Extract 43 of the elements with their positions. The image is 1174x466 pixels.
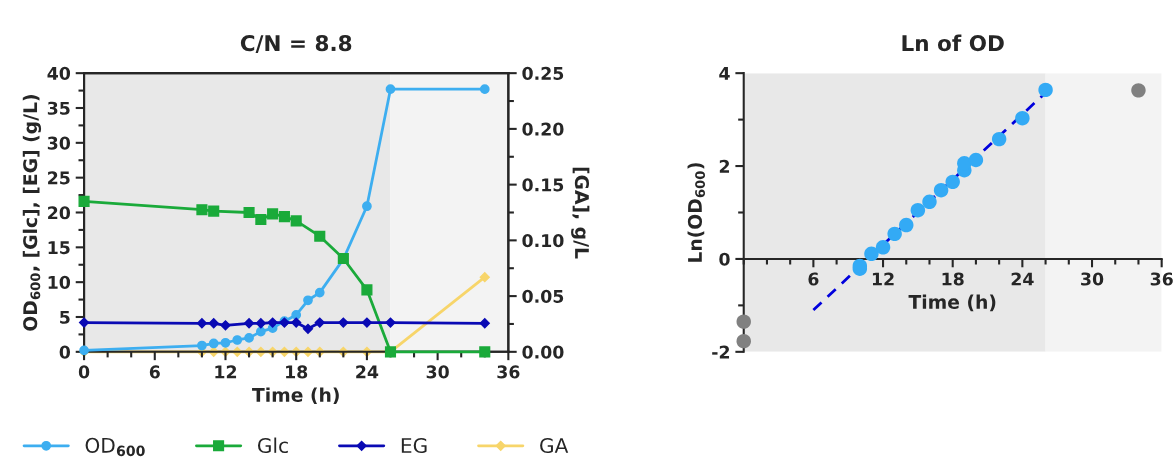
y-tick-label: 0: [719, 252, 730, 266]
x-axis-title: Time (h): [252, 387, 339, 405]
y-tick-label: 25: [48, 171, 70, 185]
y-tick-label: 2: [719, 159, 730, 173]
y-axis-title: OD$_{600}$, [Glc], [EG] (g/L): [22, 95, 42, 331]
y2-axis-title: [GA], g/L: [571, 167, 590, 259]
legend-label: EG: [401, 437, 427, 454]
x-tick-label: 30: [426, 365, 449, 379]
x-tick-label: 6: [149, 365, 160, 379]
y-tick-label: 20: [48, 206, 71, 220]
y-tick-label: 4: [719, 67, 730, 80]
y-tick-label: -2: [712, 345, 730, 359]
y-tick-label: 0: [59, 345, 71, 359]
y2-tick-label: 0.00: [522, 345, 564, 359]
x-tick-label: 18: [942, 272, 964, 286]
y2-tick-label: 0.15: [522, 178, 564, 192]
y-tick-label: 35: [47, 101, 70, 115]
x-tick-label: 24: [1011, 272, 1034, 286]
x-tick-label: 12: [872, 272, 894, 286]
x-tick-label: 24: [356, 365, 379, 379]
y2-tick-label: 0.05: [522, 289, 564, 303]
x-axis-title: Time (h): [908, 294, 996, 312]
y-tick-label: 10: [48, 275, 71, 290]
y-tick-label: 5: [60, 310, 70, 324]
chart-title: C/N = 8.8: [240, 34, 352, 53]
x-tick-label: 18: [286, 365, 308, 379]
chart-title: Ln of OD: [902, 34, 1004, 52]
x-tick-label: 36: [1150, 272, 1173, 286]
x-tick-label: 0: [78, 365, 90, 379]
legend-label: GA: [540, 437, 569, 454]
y-axis-title: Ln(OD$_{600}$): [687, 163, 706, 262]
x-tick-label: 36: [497, 365, 520, 379]
y-tick-label: 40: [47, 66, 71, 80]
legend-label: Glc: [257, 437, 288, 454]
y-tick-label: 30: [47, 136, 71, 150]
y2-tick-label: 0.10: [522, 234, 564, 248]
x-tick-label: 6: [808, 272, 819, 286]
y2-tick-label: 0.25: [522, 66, 564, 80]
x-tick-label: 12: [215, 365, 237, 379]
y2-tick-label: 0.20: [522, 122, 564, 136]
y-tick-label: 15: [48, 241, 70, 255]
legend-label: OD$_{600}$: [85, 437, 145, 457]
x-tick-label: 30: [1081, 272, 1104, 286]
